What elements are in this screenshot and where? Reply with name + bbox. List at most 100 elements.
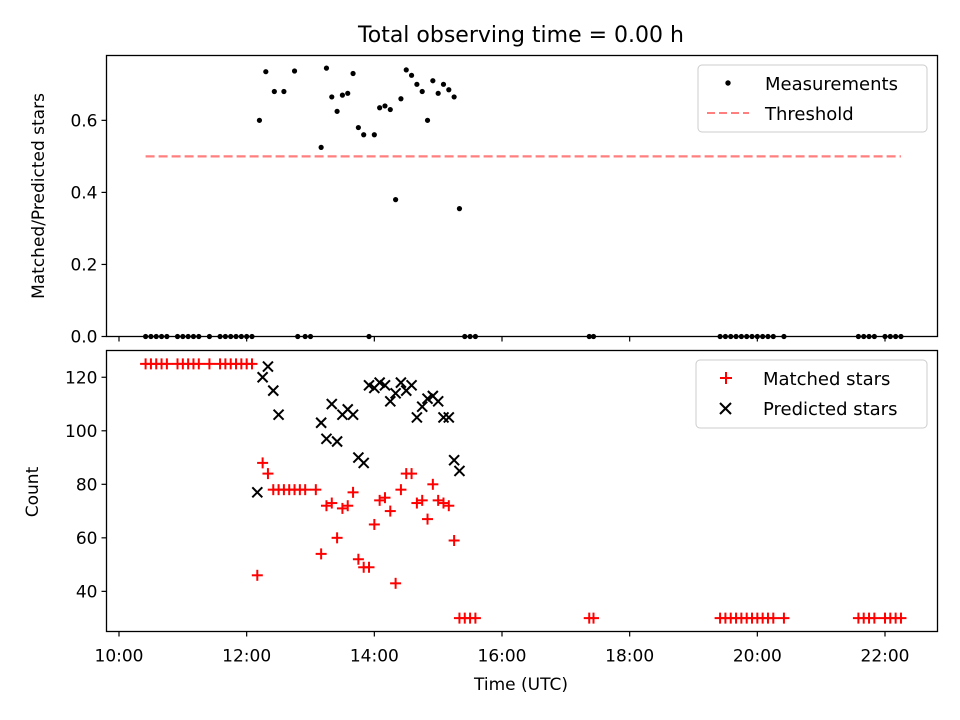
ratio-y-axis-label: Matched/Predicted stars (29, 93, 49, 299)
count-y-tick-label: 120 (65, 368, 97, 388)
predicted-star-point (315, 417, 327, 429)
legend-matched-label: Matched stars (763, 369, 890, 390)
predicted-star-point (331, 435, 343, 448)
measurement-point (263, 69, 269, 75)
ratio-axes-frame (105, 54, 939, 338)
matched-star-point (778, 612, 790, 624)
matched-star-point (767, 612, 779, 624)
matched-star-point (203, 358, 215, 370)
predicted-star-point (432, 395, 444, 408)
matched-star-point (368, 518, 380, 530)
predicted-star-point (272, 409, 285, 421)
matched-star-point (336, 502, 348, 514)
matched-star-point (374, 494, 386, 506)
ratio-legend-box (697, 64, 928, 133)
matched-star-point (587, 612, 599, 624)
measurement-point (256, 117, 263, 123)
ratio-legend: Measurements Threshold (697, 64, 928, 133)
count-legend: Matched stars Predicted stars (695, 359, 928, 429)
predicted-star-point (389, 387, 402, 400)
ratio-y-ticks: 0.0 0.2 0.4 0.6 (70, 111, 107, 348)
count-x-tick-label: 20:00 (733, 647, 782, 667)
measurement-point (271, 88, 277, 95)
predicted-star-point (357, 457, 370, 469)
predicted-star-point (395, 376, 407, 389)
matched-star-point (427, 478, 439, 490)
measurement-point (345, 90, 351, 96)
predicted-star-point (251, 486, 264, 499)
ratio-subplot: Total observing time = 0.00 h Matched/Pr… (29, 23, 939, 348)
measurement-point (456, 206, 463, 212)
count-x-tick-label: 14:00 (350, 647, 399, 667)
legend-matched-marker (720, 372, 732, 384)
ratio-series (142, 65, 904, 340)
predicted-star-point (448, 454, 460, 466)
matched-star-point (342, 500, 354, 512)
count-x-axis-label: Time (UTC) (473, 675, 568, 695)
matched-star-point (320, 500, 332, 512)
measurement-point (339, 92, 346, 98)
count-x-tick-label: 10:00 (95, 647, 144, 667)
matched-star-point (363, 561, 375, 573)
matched-star-point (251, 569, 263, 581)
measurement-point (291, 68, 298, 74)
count-y-tick-label: 100 (65, 422, 97, 442)
matched-star-point (416, 494, 428, 506)
matched-star-point (352, 553, 364, 565)
predicted-star-point (416, 400, 428, 413)
measurement-point (393, 197, 399, 203)
matched-star-point (161, 358, 173, 370)
count-axes-frame (105, 349, 939, 633)
matched-star-point (443, 500, 455, 512)
measurement-point (318, 144, 324, 150)
matched-star-point (868, 612, 880, 624)
measurement-point (281, 88, 287, 95)
chart-title: Total observing time = 0.00 h (357, 23, 684, 48)
matched-star-point (469, 612, 481, 624)
matched-star-point (246, 358, 258, 370)
predicted-star-point (326, 398, 338, 410)
measurement-point (451, 94, 457, 100)
matched-star-point (257, 457, 269, 469)
ratio-y-tick-label: 0.6 (70, 111, 97, 131)
measurement-point (371, 132, 377, 138)
measurement-point (446, 87, 452, 93)
predicted-star-point (443, 411, 455, 424)
count-x-tick-label: 18:00 (605, 647, 654, 667)
matched-star-point (326, 497, 338, 509)
legend-predicted-label: Predicted stars (763, 399, 897, 420)
ratio-y-tick-label: 0.2 (70, 255, 97, 275)
legend-measurements-label: Measurements (765, 74, 898, 95)
matched-star-point (315, 548, 327, 560)
count-legend-box (695, 359, 928, 429)
legend-predicted-marker (719, 402, 732, 415)
matched-star-point (432, 494, 444, 506)
matched-star-point (331, 532, 343, 544)
count-y-ticks: 40 60 80 100 120 (65, 368, 107, 602)
measurement-point (387, 106, 393, 113)
count-y-tick-label: 80 (76, 475, 98, 495)
matched-star-point (310, 484, 322, 496)
predicted-star-point (379, 379, 391, 391)
predicted-star-point (267, 384, 279, 397)
predicted-star-point (384, 395, 396, 408)
measurement-point (408, 72, 415, 78)
predicted-star-point (320, 433, 333, 445)
legend-threshold-label: Threshold (764, 104, 854, 125)
matched-star-point (411, 497, 423, 509)
measurement-point (424, 117, 431, 123)
predicted-star-point (437, 411, 450, 424)
count-x-tick-label: 12:00 (222, 647, 271, 667)
predicted-star-point (405, 379, 418, 391)
predicted-star-point (411, 411, 423, 424)
measurement-point (435, 90, 441, 96)
matched-star-point (437, 497, 449, 509)
matched-star-point (895, 612, 907, 624)
predicted-star-point (453, 465, 466, 477)
measurement-point (350, 70, 356, 77)
measurement-point (377, 105, 383, 111)
ratio-y-tick-label: 0.0 (70, 328, 97, 348)
measurement-point (329, 94, 335, 100)
matched-star-point (422, 513, 434, 525)
